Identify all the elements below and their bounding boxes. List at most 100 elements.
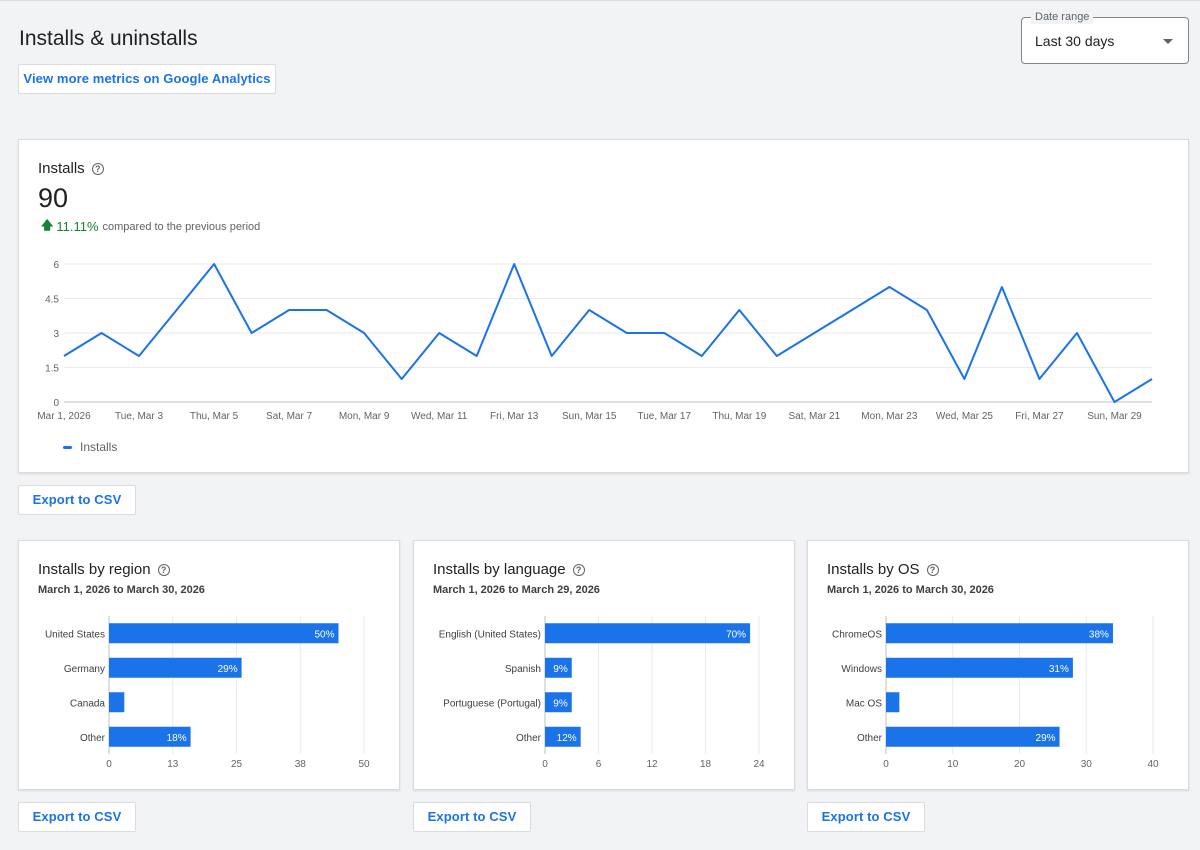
bar-value-label: 38% bbox=[1089, 629, 1109, 640]
bar-value-label: 31% bbox=[1049, 664, 1069, 675]
installs-data-point bbox=[250, 331, 254, 335]
installs-data-point bbox=[287, 308, 291, 312]
region-card: Installs by region ? March 1, 2026 to Ma… bbox=[18, 540, 400, 790]
export-csv-button-os[interactable]: Export to CSV bbox=[807, 802, 925, 832]
bar[interactable] bbox=[886, 726, 1060, 747]
region-card-header: Installs by region ? bbox=[38, 561, 170, 578]
installs-data-point bbox=[100, 331, 104, 335]
view-google-analytics-button[interactable]: View more metrics on Google Analytics bbox=[18, 64, 276, 94]
y-tick-label: 6 bbox=[53, 260, 59, 271]
installs-delta: 🡅 11.11% compared to the previous period bbox=[41, 216, 260, 237]
bar-value-label: 18% bbox=[167, 733, 187, 744]
installs-data-point bbox=[62, 354, 66, 358]
bar[interactable] bbox=[886, 657, 1073, 678]
installs-data-point bbox=[400, 377, 404, 381]
language-card: Installs by language ? March 1, 2026 to … bbox=[413, 540, 795, 790]
x-tick-label: 38 bbox=[295, 759, 307, 770]
export-csv-button-language[interactable]: Export to CSV bbox=[413, 802, 531, 832]
installs-data-point bbox=[812, 331, 816, 335]
bar[interactable] bbox=[886, 692, 900, 713]
x-tick-label: Wed, Mar 11 bbox=[411, 411, 468, 422]
arrow-up-icon: 🡅 bbox=[41, 218, 54, 232]
bar-value-label: 50% bbox=[314, 629, 334, 640]
installs-data-point bbox=[662, 331, 666, 335]
top-divider bbox=[0, 0, 1200, 1]
x-tick-label: Fri, Mar 13 bbox=[490, 411, 539, 422]
x-tick-label: Sun, Mar 29 bbox=[1087, 411, 1142, 422]
x-tick-label: 0 bbox=[106, 759, 112, 770]
x-tick-label: 6 bbox=[596, 759, 602, 770]
bar-value-label: 29% bbox=[218, 664, 238, 675]
category-label: Other bbox=[857, 733, 883, 744]
category-label: Spanish bbox=[505, 664, 541, 675]
installs-series-line bbox=[63, 263, 1153, 403]
category-label: Other bbox=[516, 733, 542, 744]
bar[interactable] bbox=[109, 657, 242, 678]
help-icon[interactable]: ? bbox=[91, 162, 104, 175]
x-tick-label: Fri, Mar 27 bbox=[1015, 411, 1064, 422]
x-tick-label: 0 bbox=[542, 759, 548, 770]
installs-data-point bbox=[1112, 400, 1116, 404]
bar[interactable] bbox=[886, 623, 1113, 644]
bar[interactable] bbox=[545, 657, 572, 678]
os-card-title: Installs by OS bbox=[827, 561, 920, 578]
installs-data-point bbox=[1037, 377, 1041, 381]
x-tick-label: Tue, Mar 17 bbox=[638, 411, 692, 422]
x-tick-label: Sat, Mar 7 bbox=[266, 411, 313, 422]
installs-data-point bbox=[137, 354, 141, 358]
date-range-label: Date range bbox=[1031, 11, 1094, 24]
installs-data-point bbox=[325, 308, 329, 312]
x-tick-label: 24 bbox=[753, 759, 765, 770]
category-label: Canada bbox=[70, 698, 105, 709]
category-label: Windows bbox=[841, 664, 882, 675]
x-tick-label: Tue, Mar 3 bbox=[115, 411, 163, 422]
y-tick-label: 0 bbox=[53, 398, 59, 409]
installs-data-point bbox=[512, 262, 516, 266]
installs-data-point bbox=[737, 308, 741, 312]
bar-value-label: 9% bbox=[553, 664, 568, 675]
bar[interactable] bbox=[545, 623, 751, 644]
language-bar-chart: 0 6 12 18 24 English (United States) 70% Spanis… bbox=[439, 616, 765, 770]
delta-description: compared to the previous period bbox=[102, 220, 261, 233]
x-tick-label: 40 bbox=[1147, 759, 1159, 770]
installs-data-point bbox=[587, 308, 591, 312]
help-icon[interactable]: ? bbox=[157, 563, 170, 576]
x-tick-label: Wed, Mar 25 bbox=[936, 411, 993, 422]
date-range-select[interactable]: Date range Last 30 days bbox=[1021, 11, 1189, 64]
chart-legend: Installs bbox=[63, 440, 117, 454]
legend-label: Installs bbox=[80, 440, 118, 454]
x-tick-label: Thu, Mar 19 bbox=[712, 411, 766, 422]
category-label: Germany bbox=[64, 664, 105, 675]
category-label: Other bbox=[80, 733, 106, 744]
region-card-title: Installs by region bbox=[38, 561, 151, 578]
installs-data-point bbox=[1000, 285, 1004, 289]
bar[interactable] bbox=[545, 692, 572, 713]
dropdown-caret-icon bbox=[1163, 39, 1173, 44]
installs-data-point bbox=[1150, 377, 1154, 381]
installs-data-point bbox=[362, 331, 366, 335]
installs-data-point bbox=[962, 377, 966, 381]
installs-data-point bbox=[850, 308, 854, 312]
bar-value-label: 70% bbox=[726, 629, 746, 640]
legend-swatch bbox=[63, 445, 72, 449]
region-card-subtitle: March 1, 2026 to March 30, 2026 bbox=[38, 584, 205, 596]
x-tick-label: Mar 1, 2026 bbox=[37, 411, 91, 422]
bar[interactable] bbox=[109, 623, 339, 644]
category-label: ChromeOS bbox=[832, 629, 882, 640]
installs-total: 90 bbox=[38, 183, 69, 213]
x-tick-label: 50 bbox=[358, 759, 370, 770]
help-icon[interactable]: ? bbox=[572, 563, 585, 576]
os-card-header: Installs by OS ? bbox=[827, 561, 939, 578]
bar[interactable] bbox=[109, 692, 125, 713]
installs-data-point bbox=[437, 331, 441, 335]
export-csv-button-installs[interactable]: Export to CSV bbox=[18, 485, 136, 515]
category-label: United States bbox=[45, 629, 105, 640]
help-icon[interactable]: ? bbox=[926, 563, 939, 576]
x-tick-label: Mon, Mar 9 bbox=[339, 411, 390, 422]
language-card-header: Installs by language ? bbox=[433, 561, 585, 578]
bar[interactable] bbox=[109, 726, 191, 747]
y-tick-label: 4.5 bbox=[45, 295, 59, 306]
bar[interactable] bbox=[545, 726, 581, 747]
export-csv-button-region[interactable]: Export to CSV bbox=[18, 802, 136, 832]
installs-card-header: Installs ? bbox=[38, 160, 104, 177]
